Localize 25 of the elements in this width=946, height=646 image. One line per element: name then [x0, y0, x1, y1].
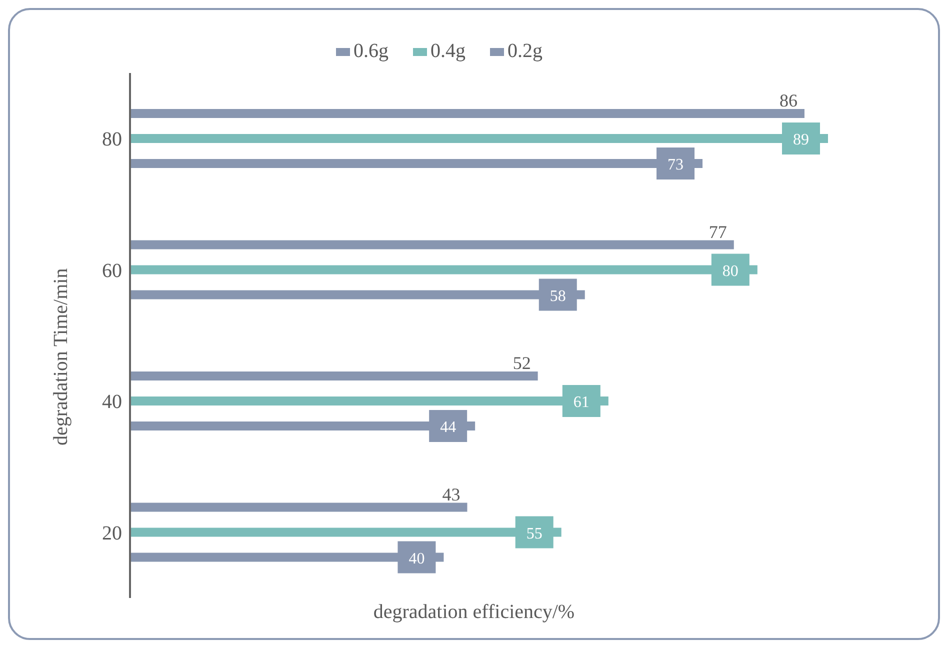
y-tick-label: 80 — [102, 128, 122, 151]
legend-label: 0.2g — [506, 40, 542, 63]
x-axis-title: degradation efficiency/% — [372, 601, 576, 624]
y-tick-label: 60 — [102, 260, 122, 282]
y-tick-label: 40 — [102, 391, 122, 414]
data-label: 73 — [668, 156, 684, 174]
data-label: 80 — [722, 262, 738, 280]
data-label: 40 — [408, 550, 425, 568]
data-label: 58 — [550, 288, 566, 305]
bar — [130, 502, 468, 512]
data-label: 44 — [440, 419, 456, 436]
data-label: 61 — [573, 394, 590, 411]
bar — [130, 240, 734, 250]
data-label: 89 — [793, 132, 809, 148]
y-axis-title: degradation Time/min — [50, 268, 72, 446]
legend-label: 0.6g — [352, 40, 388, 63]
data-label: 86 — [779, 90, 798, 110]
data-label: 43 — [442, 484, 460, 504]
legend-label: 0.4g — [430, 40, 466, 63]
data-label: 55 — [526, 525, 542, 542]
data-label: 77 — [708, 222, 727, 242]
bar — [130, 109, 804, 118]
bar — [130, 372, 538, 380]
y-tick-label: 20 — [102, 522, 122, 544]
data-label: 52 — [512, 353, 531, 373]
